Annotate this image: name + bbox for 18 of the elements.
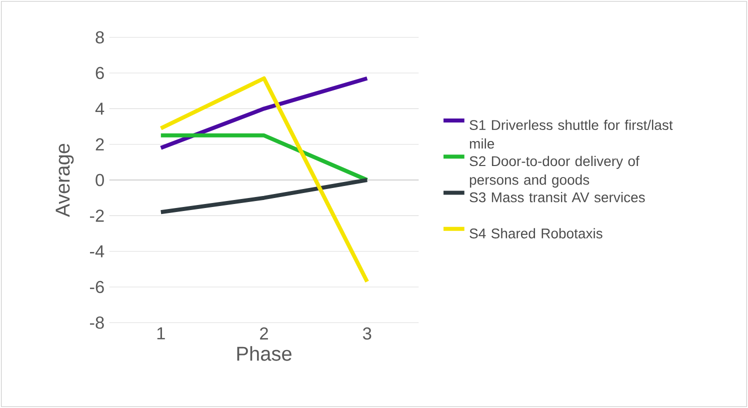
y-tick-label: 2 <box>96 138 104 150</box>
x-tick-label: 1 <box>157 327 165 340</box>
y-tick-label: -4 <box>90 245 104 258</box>
y-tick-label: 4 <box>95 102 104 115</box>
y-tick-label: 6 <box>96 66 104 80</box>
legend-label: S4 Shared Robotaxis <box>470 228 602 238</box>
legend-label: S1 Driverless shuttle for first/last mile <box>470 120 673 149</box>
y-tick-label: -2 <box>90 210 104 222</box>
y-tick-label: -8 <box>90 316 104 329</box>
y-tick-label: 0 <box>96 174 104 186</box>
x-tick-label: 3 <box>362 327 372 340</box>
legend-label: S2 Door-to-door delivery of persons and goods <box>470 156 640 188</box>
legend-label: S3 Mass transit AV services <box>470 192 645 202</box>
y-axis-title: Average <box>56 144 74 218</box>
x-axis-title: Phase <box>237 346 292 361</box>
y-tick-label: -6 <box>90 280 104 294</box>
y-tick-label: 8 <box>96 31 104 44</box>
x-tick-label: 2 <box>260 327 268 340</box>
